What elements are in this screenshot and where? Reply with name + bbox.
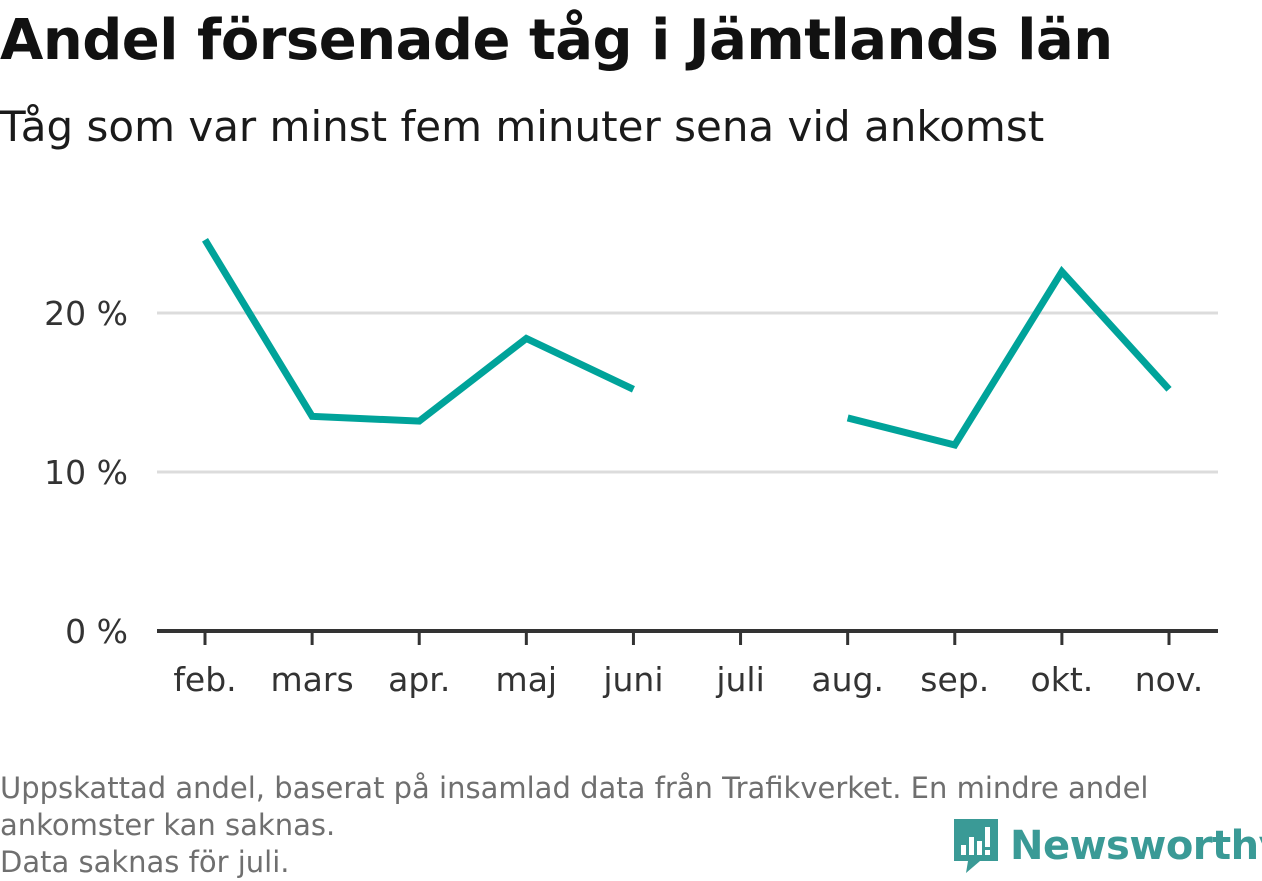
x-tick-label: feb. — [173, 660, 236, 699]
x-tick-label: aug. — [811, 660, 884, 699]
y-axis-labels: 0 % 10 % 20 % — [44, 294, 128, 651]
x-tick-label: mars — [271, 660, 354, 699]
series-line-segment-2 — [846, 265, 1172, 449]
footnote-line-1: Uppskattad andel, baserat på insamlad da… — [0, 771, 1149, 805]
x-axis: feb. mars apr. maj juni juli aug. sep. okt. nov. — [157, 629, 1218, 699]
newsworthy-logo-icon — [954, 819, 998, 873]
x-tick-label: juli — [715, 660, 764, 699]
grid-lines — [157, 311, 1218, 474]
footnote: Uppskattad andel, baserat på insamlad da… — [0, 770, 1250, 881]
y-tick-label: 10 % — [44, 453, 128, 492]
footnote-line-2: ankomster kan saknas. — [0, 808, 336, 842]
x-tick-label: juni — [602, 660, 663, 699]
x-tick-label: maj — [496, 660, 558, 699]
line-chart: 0 % 10 % 20 % feb. mars apr. maj juni juli aug. s… — [44, 238, 1218, 699]
x-tick-label: apr. — [388, 660, 450, 699]
brand-logo: Newsworthy — [952, 818, 1262, 874]
x-tick-label: okt. — [1031, 660, 1094, 699]
series-line-segment-1 — [202, 238, 635, 425]
chart-title: Andel försenade tåg i Jämtlands län — [0, 8, 1113, 73]
y-tick-label: 20 % — [44, 294, 128, 333]
brand-name: Newsworthy — [1010, 823, 1262, 869]
footnote-line-3: Data saknas för juli. — [0, 845, 290, 879]
x-tick-label: sep. — [920, 660, 989, 699]
chart-subtitle: Tåg som var minst fem minuter sena vid a… — [0, 102, 1045, 151]
y-tick-label: 0 % — [65, 612, 128, 651]
series-lines — [202, 238, 1172, 449]
x-tick-label: nov. — [1135, 660, 1204, 699]
